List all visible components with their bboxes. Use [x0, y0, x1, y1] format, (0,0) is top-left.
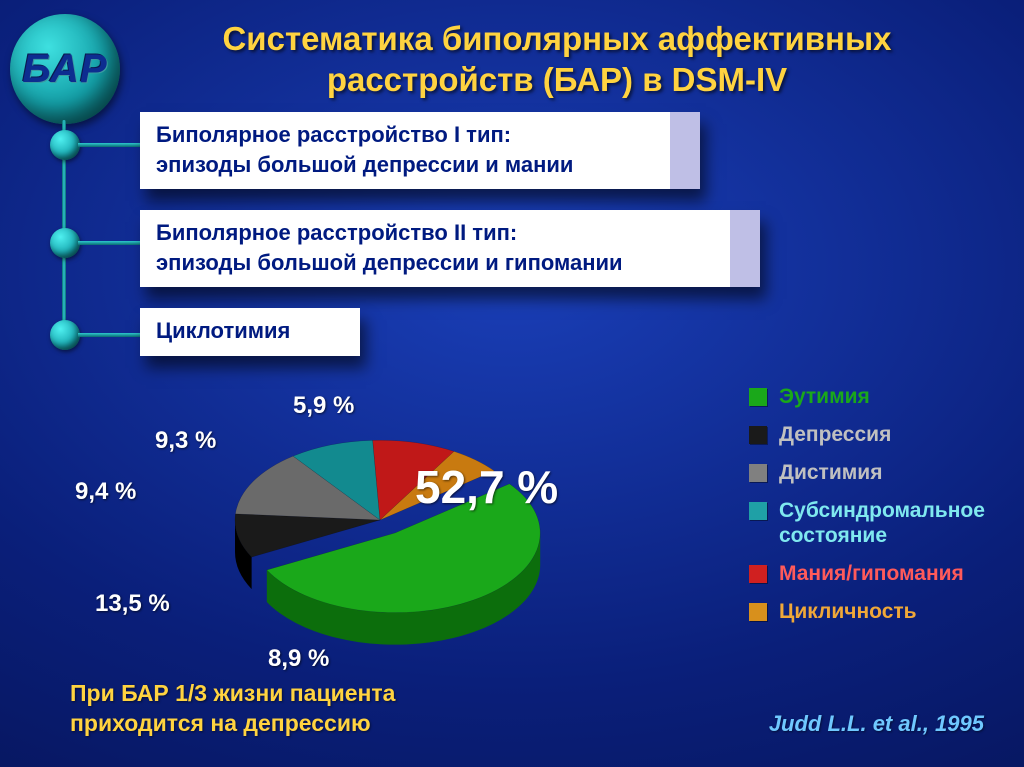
pie-chart	[150, 375, 580, 675]
info-box-line: Циклотимия	[156, 316, 344, 346]
pie-svg	[150, 375, 610, 695]
legend-label: Цикличность	[779, 600, 917, 624]
info-box-accent	[730, 210, 760, 287]
pie-pct-label: 52,7 %	[415, 460, 558, 514]
legend-label: Эутимия	[779, 385, 870, 409]
tree-node	[50, 320, 80, 350]
legend-label: Мания/гипомания	[779, 562, 964, 586]
legend-swatch	[749, 426, 767, 444]
pie-pct-label: 9,4 %	[75, 478, 136, 506]
pie-pct-label: 5,9 %	[293, 392, 354, 420]
legend-label: Субсиндромальное состояние	[779, 499, 994, 547]
pie-pct-label: 8,9 %	[268, 645, 329, 673]
legend-item: Цикличность	[749, 600, 994, 624]
pie-pct-label: 13,5 %	[95, 590, 170, 618]
bar-badge: БАР	[10, 14, 120, 124]
footnote: При БАР 1/3 жизни пациента приходится на…	[70, 679, 395, 739]
legend-swatch	[749, 388, 767, 406]
tree-node	[50, 228, 80, 258]
legend-item: Мания/гипомания	[749, 562, 994, 586]
legend-swatch	[749, 502, 767, 520]
legend-item: Субсиндромальное состояние	[749, 499, 994, 547]
pie-legend: Эутимия Депрессия Дистимия Субсиндромальное…	[749, 385, 994, 638]
tree-node	[50, 130, 80, 160]
bar-badge-text: БАР	[22, 47, 107, 92]
info-box-line: Биполярное расстройство I тип:	[156, 120, 684, 150]
legend-item: Дистимия	[749, 461, 994, 485]
info-box: Биполярное расстройство I тип:эпизоды бо…	[140, 112, 700, 189]
legend-swatch	[749, 565, 767, 583]
info-box-accent	[670, 112, 700, 189]
info-box-line: эпизоды большой депрессии и гипомании	[156, 248, 744, 278]
footnote-line: При БАР 1/3 жизни пациента	[70, 679, 395, 709]
legend-swatch	[749, 464, 767, 482]
pie-pct-label: 9,3 %	[155, 427, 216, 455]
legend-label: Дистимия	[779, 461, 882, 485]
legend-label: Депрессия	[779, 423, 891, 447]
slide: Систематика биполярных аффективных расст…	[0, 0, 1024, 767]
info-box-line: Биполярное расстройство II тип:	[156, 218, 744, 248]
legend-swatch	[749, 603, 767, 621]
info-box: Циклотимия	[140, 308, 360, 356]
legend-item: Депрессия	[749, 423, 994, 447]
tree-connector	[78, 241, 140, 245]
slide-title: Систематика биполярных аффективных расст…	[130, 18, 984, 101]
citation: Judd L.L. et al., 1995	[769, 711, 984, 737]
tree-connector	[78, 333, 140, 337]
info-box-line: эпизоды большой депрессии и мании	[156, 150, 684, 180]
footnote-line: приходится на депрессию	[70, 709, 395, 739]
info-box: Биполярное расстройство II тип:эпизоды б…	[140, 210, 760, 287]
legend-item: Эутимия	[749, 385, 994, 409]
tree-connector	[78, 143, 140, 147]
